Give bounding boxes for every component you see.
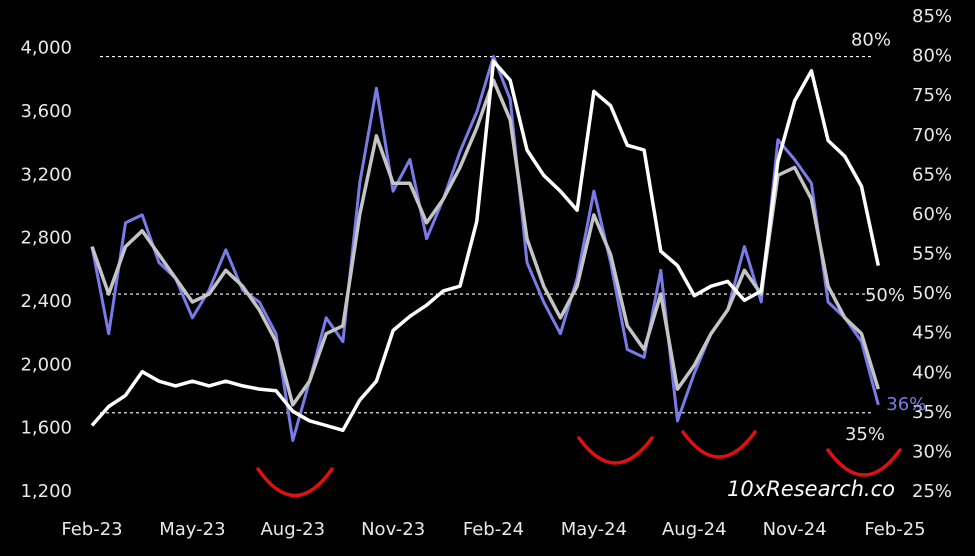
- annotation-arcs: [256, 430, 902, 498]
- series-line: [90, 55, 880, 442]
- x-tick-label: Aug-24: [662, 519, 727, 540]
- y2-tick-label: 50%: [912, 283, 952, 304]
- series-line: [90, 78, 880, 407]
- x-tick-label: May-23: [159, 519, 225, 540]
- y-tick-label: 2,800: [20, 228, 72, 249]
- y-tick-label: 4,000: [20, 38, 72, 59]
- y2-tick-label: 75%: [912, 85, 952, 106]
- watermark: 10xResearch.co: [727, 477, 895, 501]
- y-tick-label: 1,200: [20, 481, 72, 502]
- x-tick-label: Nov-23: [361, 519, 425, 540]
- y2-tick-label: 60%: [912, 204, 952, 225]
- y2-tick-label: 40%: [912, 362, 952, 383]
- x-tick-label: Feb-24: [463, 519, 524, 540]
- data-label: 36%: [886, 394, 926, 415]
- y-tick-label: 2,400: [20, 291, 72, 312]
- y2-tick-label: 55%: [912, 244, 952, 265]
- x-tick-label: May-24: [561, 519, 627, 540]
- red-arc: [577, 436, 654, 465]
- y2-tick-label: 65%: [912, 164, 952, 185]
- y2-tick-label: 85%: [912, 6, 952, 27]
- reference-label: 35%: [845, 424, 885, 445]
- y-tick-label: 2,000: [20, 354, 72, 375]
- x-tick-label: Nov-24: [763, 519, 827, 540]
- x-tick-label: Feb-25: [864, 519, 925, 540]
- reference-label: 50%: [865, 285, 905, 306]
- y-tick-label: 3,200: [20, 164, 72, 185]
- reference-label: 80%: [851, 30, 891, 51]
- y2-tick-label: 35%: [912, 402, 952, 423]
- red-arc: [256, 467, 334, 498]
- x-tick-label: Aug-23: [260, 519, 325, 540]
- red-arc: [826, 448, 902, 477]
- y2-tick-label: 25%: [912, 481, 952, 502]
- y-tick-label: 1,600: [20, 418, 72, 439]
- series-line: [90, 59, 881, 433]
- y-tick-label: 3,600: [20, 101, 72, 122]
- y2-tick-label: 45%: [912, 323, 952, 344]
- y2-tick-label: 70%: [912, 125, 952, 146]
- x-tick-label: Feb-23: [61, 519, 122, 540]
- y2-tick-label: 80%: [912, 46, 952, 67]
- y2-tick-label: 30%: [912, 441, 952, 462]
- red-arc: [681, 430, 757, 459]
